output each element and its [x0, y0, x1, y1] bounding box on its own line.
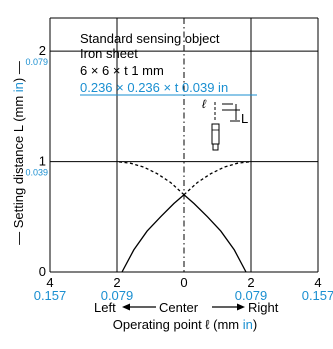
x-axis-label-unit: in	[243, 317, 253, 332]
sensor-diagram: ℓ L	[202, 97, 248, 151]
y-tick-label-in-1: 0.039	[25, 168, 48, 178]
series-1-dashed-line	[116, 160, 185, 196]
y-axis-label-pre: — Setting distance L (mm	[11, 92, 26, 245]
x-axis-label-pre: Operating point ℓ (mm	[113, 317, 243, 332]
left-arrow-head	[122, 303, 130, 311]
x-tick-label-mm-3: 2	[247, 275, 254, 290]
annotation-line3: 6 × 6 × t 1 mm	[80, 63, 164, 78]
series-0-solid-line	[121, 194, 185, 273]
diagram-sensor-body	[211, 123, 220, 145]
x-direction-right: Right	[248, 300, 279, 315]
y-axis-label: — Setting distance L (mm in) —	[11, 61, 26, 245]
x-direction-row: Left Center Right	[94, 300, 279, 315]
annotation: Standard sensing object Iron sheet 6 × 6…	[80, 31, 257, 96]
y-axis-label-post: ) —	[11, 61, 26, 82]
diagram-sensor-tip	[212, 143, 219, 151]
series-2-solid-line	[183, 194, 247, 273]
diagram-ell-label: ℓ	[202, 97, 207, 111]
annotation-line2: Iron sheet	[80, 46, 138, 61]
x-direction-left: Left	[94, 300, 116, 315]
y-tick-label-mm-2: 2	[39, 43, 46, 58]
y-tick-label-mm-1: 1	[39, 154, 46, 169]
diagram-L-label: L	[241, 111, 248, 126]
series-group	[116, 160, 252, 273]
annotation-line4: 0.236 × 0.236 × t 0.039 in	[80, 80, 228, 95]
x-tick-label-mm-1: 2	[113, 275, 120, 290]
x-tick-label-in-0: 0.157	[34, 288, 67, 303]
y-axis-label-unit: in	[11, 82, 26, 92]
x-tick-label-in-1: 0.079	[101, 288, 134, 303]
gridlines	[50, 18, 318, 272]
y-tick-labels: 0 10.039 20.079	[25, 43, 48, 279]
y-tick-label-mm-0: 0	[39, 264, 46, 279]
x-tick-label-mm-4: 4	[314, 275, 321, 290]
annotation-line1: Standard sensing object	[80, 31, 220, 46]
x-tick-label-mm-2: 0	[180, 275, 187, 290]
x-axis-label-post: )	[253, 317, 257, 332]
x-axis-label: Operating point ℓ (mm in)	[113, 317, 257, 332]
series-3-dashed-line	[183, 160, 252, 196]
x-tick-label-in-3: 0.079	[235, 288, 268, 303]
right-arrow-head	[237, 303, 245, 311]
x-direction-center: Center	[159, 300, 199, 315]
y-tick-label-in-2: 0.079	[25, 57, 48, 67]
x-tick-label-mm-0: 4	[46, 275, 53, 290]
x-tick-label-in-4: 0.157	[302, 288, 333, 303]
plot-frame	[49, 17, 319, 273]
